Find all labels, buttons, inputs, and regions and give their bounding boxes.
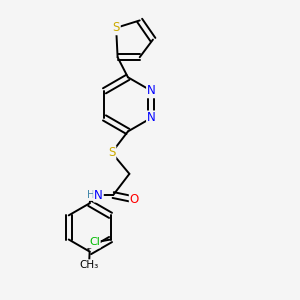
Text: N: N — [147, 111, 156, 124]
Text: CH₃: CH₃ — [80, 260, 99, 270]
Text: S: S — [112, 21, 120, 34]
Text: O: O — [130, 193, 139, 206]
Text: N: N — [147, 84, 156, 97]
Text: H: H — [87, 190, 95, 200]
Text: S: S — [108, 146, 116, 159]
Text: Cl: Cl — [89, 238, 100, 248]
Text: N: N — [94, 188, 103, 202]
